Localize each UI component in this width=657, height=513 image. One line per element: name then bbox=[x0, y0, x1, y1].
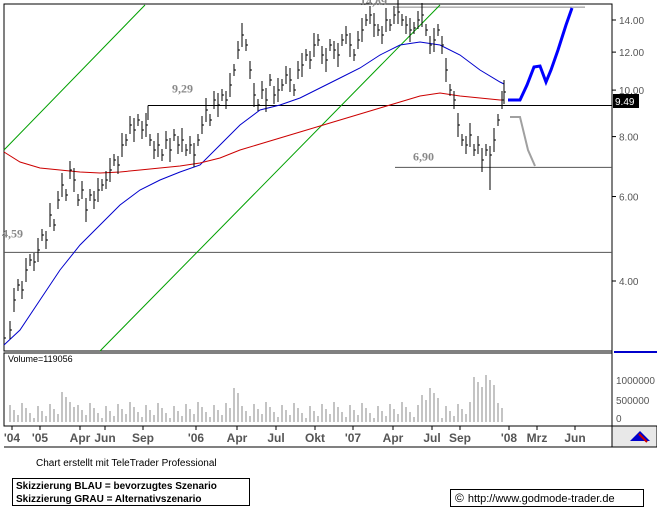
volume-tick-label: 1000000 bbox=[616, 376, 655, 387]
level-label: 9,29 bbox=[172, 81, 193, 95]
level-labels: 14,89 9,29 6,90 4,59 bbox=[2, 0, 434, 240]
level-label: 14,89 bbox=[360, 0, 387, 8]
time-tick-label: Jul bbox=[423, 431, 440, 445]
level-label: 6,90 bbox=[413, 149, 434, 163]
volume-tick-label: 500000 bbox=[616, 396, 650, 407]
scenario-grey-path bbox=[510, 116, 536, 167]
axis-accent bbox=[614, 351, 657, 353]
time-tick-label: Jun bbox=[94, 431, 115, 445]
ma-long-line bbox=[3, 92, 504, 174]
legend-line-blue: Skizzierung BLAU = bevorzugtes Szenario bbox=[16, 481, 217, 492]
source-url[interactable]: http://www.godmode-trader.de bbox=[467, 493, 615, 505]
price-tick-label: 6.00 bbox=[619, 193, 639, 204]
moving-averages bbox=[3, 41, 505, 346]
price-tick-label: 12.00 bbox=[619, 48, 644, 59]
time-tick-label: Mrz bbox=[527, 431, 548, 445]
time-tick-label: Okt bbox=[305, 431, 325, 445]
volume-panel bbox=[3, 352, 613, 427]
volume-bars bbox=[9, 375, 503, 422]
scenario-legend: Skizzierung BLAU = bevorzugtes Szenario … bbox=[12, 478, 250, 506]
support-resistance-levels bbox=[4, 6, 612, 253]
time-tick-label: Apr bbox=[383, 431, 404, 445]
price-tick-label: 10.00 bbox=[619, 86, 644, 97]
price-axis: 14.00 12.00 10.00 8.00 6.00 4.00 bbox=[612, 16, 644, 288]
time-tick-label: '08 bbox=[501, 431, 518, 445]
price-tick-label: 14.00 bbox=[619, 16, 644, 27]
time-tick-label: '04 bbox=[4, 431, 21, 445]
price-tick-label: 4.00 bbox=[619, 277, 639, 288]
volume-tick-label: 0 bbox=[616, 414, 622, 425]
time-tick-label: '05 bbox=[32, 431, 49, 445]
trend-channel bbox=[3, 4, 441, 352]
time-tick-label: Sep bbox=[132, 431, 154, 445]
channel-lower bbox=[99, 4, 441, 352]
channel-upper bbox=[3, 4, 146, 151]
time-tick-label: Apr bbox=[227, 431, 248, 445]
price-bars bbox=[3, 0, 506, 344]
scenario-sketches bbox=[508, 7, 574, 167]
price-panel bbox=[3, 3, 613, 352]
last-price-tag bbox=[613, 94, 639, 108]
time-tick-label: Sep bbox=[449, 431, 471, 445]
volume-axis: 1000000 500000 0 bbox=[616, 376, 655, 425]
level-label: 4,59 bbox=[2, 226, 23, 240]
copyright-icon: © bbox=[455, 491, 464, 505]
ma-short-line bbox=[3, 41, 505, 346]
time-axis: '04'05 Apr Jun Sep '06 Apr Jul Okt '07 Apr Jul Sep '… bbox=[4, 426, 586, 445]
last-price-label: 9.49 bbox=[615, 97, 635, 108]
time-tick-label: Apr bbox=[70, 431, 91, 445]
time-tick-label: '07 bbox=[345, 431, 362, 445]
price-tick-label: 8.00 bbox=[619, 133, 639, 144]
time-tick-label: '06 bbox=[188, 431, 205, 445]
legend-line-grey: Skizzierung GRAU = Alternativszenario bbox=[16, 494, 202, 505]
time-tick-label: Jun bbox=[564, 431, 585, 445]
scenario-blue-path bbox=[508, 7, 574, 102]
volume-label: Volume=119056 bbox=[8, 354, 73, 364]
time-tick-label: Jul bbox=[267, 431, 284, 445]
chart-credit: Chart erstellt mit TeleTrader Profession… bbox=[36, 458, 217, 469]
nav-marker-icon bbox=[638, 433, 648, 443]
source-url-box[interactable]: © http://www.godmode-trader.de bbox=[450, 489, 644, 507]
